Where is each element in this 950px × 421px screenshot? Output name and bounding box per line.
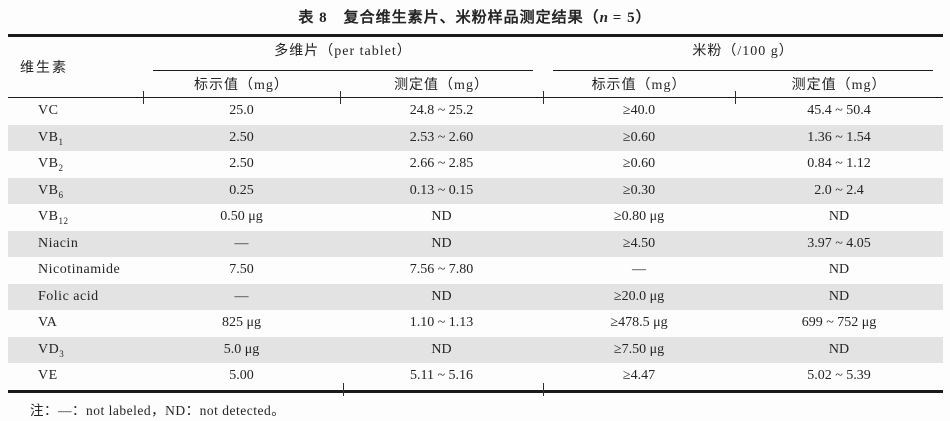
table-row: Niacin — ND ≥4.50 3.97 ~ 4.05 <box>8 230 944 257</box>
rice-labeled-cell: ≥7.50 μg <box>613 341 665 357</box>
rice-labeled-cell: ≥478.5 μg <box>610 315 668 331</box>
vitamin-subscript: 2 <box>58 163 64 174</box>
tablet-labeled-cell: 5.0 μg <box>223 341 260 357</box>
rice-measured-cell: 699 ~ 752 μg <box>801 315 877 331</box>
column-rule-tick <box>340 91 341 104</box>
tablet-labeled-cell: 5.00 <box>229 368 254 384</box>
caption-italic-n: n <box>599 10 609 26</box>
tablet-measured-cell: 5.11 ~ 5.16 <box>409 368 474 384</box>
rice-measured-cell: ND <box>828 262 850 278</box>
vitamin-subscript: 3 <box>59 348 65 359</box>
column-rule-tick <box>543 383 544 396</box>
rice-measured-cell: 3.97 ~ 4.05 <box>807 235 871 251</box>
rice-labeled-cell: ≥20.0 μg <box>613 288 665 304</box>
column-rule-tick <box>143 91 144 104</box>
rice-labeled-cell: ≥0.80 μg <box>613 209 665 225</box>
vitamin-cell: VC <box>38 103 59 119</box>
table-row: VD3 5.0 μg ND ≥7.50 μg ND <box>8 336 944 363</box>
column-header-tablet-labeled: 标示值（mg） <box>143 71 340 98</box>
table-header: 维生素 多维片（per tablet） 米粉（/100 g） 标示值（mg） 测… <box>8 35 944 98</box>
rice-labeled-cell: — <box>632 262 647 278</box>
tablet-measured-cell: ND <box>431 341 452 357</box>
column-header-rice-measured: 测定值（mg） <box>735 71 944 98</box>
vitamin-cell: VB6 <box>38 182 64 200</box>
vitamin-cell: VB1 <box>38 129 64 147</box>
rice-labeled-cell: ≥0.30 <box>622 182 656 198</box>
table-row: VE 5.00 5.11 ~ 5.16 ≥4.47 5.02 ~ 5.39 <box>8 363 943 391</box>
table-caption-suffix: = 5） <box>608 10 652 26</box>
vitamin-cell: VB12 <box>38 209 69 227</box>
tablet-labeled-cell: 2.50 <box>229 156 254 172</box>
table-row: VB1 2.50 2.53 ~ 2.60 ≥0.60 1.36 ~ 1.54 <box>8 124 944 151</box>
vitamin-subscript: 1 <box>58 136 64 147</box>
table-row: VB12 0.50 μg ND ≥0.80 μg ND <box>8 204 943 231</box>
vitamin-subscript: 6 <box>58 189 64 200</box>
column-group-tablet-label: 多维片（per tablet） <box>153 37 534 71</box>
rice-labeled-cell: ≥0.60 <box>622 129 656 145</box>
column-header-tablet-measured: 测定值（mg） <box>340 71 544 98</box>
rice-measured-cell: 0.84 ~ 1.12 <box>807 156 871 172</box>
tablet-labeled-cell: 7.50 <box>229 262 254 278</box>
table-body: VC 25.0 24.8 ~ 25.2 ≥40.0 45.4 ~ 50.4 VB1 2.50… <box>8 98 944 392</box>
column-rule-tick <box>735 91 736 104</box>
tablet-measured-cell: 1.10 ~ 1.13 <box>409 315 474 331</box>
table-row: VB6 0.25 0.13 ~ 0.15 ≥0.30 2.0 ~ 2.4 <box>8 177 944 204</box>
tablet-labeled-cell: 0.50 μg <box>220 209 263 225</box>
tablet-measured-cell: ND <box>431 235 452 251</box>
tablet-measured-cell: ND <box>431 209 452 225</box>
tablet-labeled-cell: 825 μg <box>221 315 261 331</box>
rice-measured-cell: 45.4 ~ 50.4 <box>807 103 871 119</box>
tablet-labeled-cell: 0.25 <box>229 182 254 198</box>
footnote: 注：—：not labeled，ND：not detected。 <box>30 403 286 418</box>
column-header-rice-labeled: 标示值（mg） <box>543 71 736 98</box>
vitamin-subscript: 12 <box>58 216 69 227</box>
tablet-measured-cell: 2.53 ~ 2.60 <box>409 129 474 145</box>
vitamin-cell: VA <box>38 315 58 331</box>
tablet-measured-cell: 2.66 ~ 2.85 <box>409 156 474 172</box>
tablet-labeled-cell: — <box>234 288 249 304</box>
tablet-measured-cell: 24.8 ~ 25.2 <box>409 103 474 119</box>
column-rule-tick <box>543 91 544 104</box>
rice-measured-cell: ND <box>828 209 850 225</box>
vitamin-cell: Nicotinamide <box>38 262 121 278</box>
tablet-measured-cell: 0.13 ~ 0.15 <box>409 182 474 198</box>
rice-measured-cell: ND <box>828 288 850 304</box>
table-row: Nicotinamide 7.50 7.56 ~ 7.80 — ND <box>8 257 943 284</box>
rice-labeled-cell: ≥4.50 <box>622 235 656 251</box>
rice-measured-cell: 1.36 ~ 1.54 <box>807 129 871 145</box>
column-header-vitamin: 维生素 <box>8 35 143 98</box>
vitamin-cell: Folic acid <box>38 288 99 304</box>
vitamin-cell: Niacin <box>38 235 79 251</box>
tablet-measured-cell: 7.56 ~ 7.80 <box>409 262 474 278</box>
rice-labeled-cell: ≥4.47 <box>622 368 656 384</box>
table-row: VC 25.0 24.8 ~ 25.2 ≥40.0 45.4 ~ 50.4 <box>8 98 943 125</box>
vitamin-cell: VD3 <box>38 341 65 359</box>
table-row: VA 825 μg 1.10 ~ 1.13 ≥478.5 μg 699 ~ 752 μg <box>8 310 943 337</box>
tablet-labeled-cell: — <box>234 235 249 251</box>
column-group-tablet: 多维片（per tablet） <box>143 36 543 71</box>
tablet-measured-cell: ND <box>431 288 452 304</box>
column-rule-tick <box>343 383 344 396</box>
rice-measured-cell: ND <box>828 341 850 357</box>
tablet-labeled-cell: 25.0 <box>229 103 254 119</box>
results-table: 维生素 多维片（per tablet） 米粉（/100 g） 标示值（mg） 测… <box>8 34 944 393</box>
rice-labeled-cell: ≥0.60 <box>622 156 656 172</box>
column-group-rice-label: 米粉（/100 g） <box>553 37 934 71</box>
table-row: Folic acid — ND ≥20.0 μg ND <box>8 283 944 310</box>
rice-measured-cell: 2.0 ~ 2.4 <box>814 182 864 198</box>
table-caption: 表 8 复合维生素片、米粉样品测定结果（n = 5） <box>0 6 950 27</box>
table-row: VB2 2.50 2.66 ~ 2.85 ≥0.60 0.84 ~ 1.12 <box>8 151 943 178</box>
rice-labeled-cell: ≥40.0 <box>622 103 656 119</box>
vitamin-cell: VB2 <box>38 156 64 174</box>
table-caption-text: 表 8 复合维生素片、米粉样品测定结果（ <box>298 10 600 26</box>
vitamin-cell: VE <box>38 368 58 384</box>
tablet-labeled-cell: 2.50 <box>229 129 254 145</box>
rice-measured-cell: 5.02 ~ 5.39 <box>807 368 871 384</box>
column-group-rice: 米粉（/100 g） <box>543 36 943 71</box>
